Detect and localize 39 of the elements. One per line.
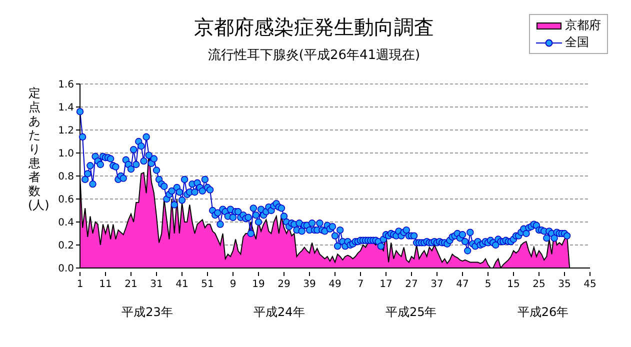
y-tick-label: 1.4 [58, 102, 74, 114]
text: 平成25年 [384, 304, 438, 321]
y-tick-label: 0.0 [58, 264, 74, 275]
x-tick-label: 41 [176, 279, 188, 290]
x-tick-label: 21 [124, 279, 138, 290]
x-tick-label: 31 [150, 279, 163, 290]
x-tick-label: 45 [584, 279, 596, 290]
text: 定点あたり患者数(人) [28, 86, 50, 212]
chart-title: 京都府感染症発生動向調査 [194, 15, 434, 39]
x-tick-label: 1 [76, 279, 84, 290]
text: 平成23年 [120, 304, 174, 321]
y-tick-label: 0.2 [58, 240, 74, 252]
y-tick-label: 0.8 [58, 172, 74, 183]
x-tick-label: 15 [507, 279, 520, 290]
x-tick-label: 47 [456, 279, 469, 290]
y-tick-label: 1.6 [58, 80, 74, 91]
x-tick-label: 7 [357, 279, 364, 290]
y-tick-label: 1.2 [58, 126, 74, 137]
text: 平成24年 [252, 304, 306, 321]
text: 平成26年 [516, 304, 570, 321]
x-tick-label: 51 [201, 279, 214, 290]
x-tick-label: 35 [558, 279, 571, 290]
x-tick-label: 39 [303, 279, 316, 290]
x-tick-label: 25 [532, 279, 546, 290]
x-tick-label: 29 [278, 279, 290, 290]
x-tick-label: 19 [252, 279, 265, 290]
x-tick-label: 27 [405, 279, 418, 290]
y-tick-label: 0.4 [58, 218, 74, 229]
y-tick-label: 1.0 [58, 148, 74, 160]
chart-subtitle: 流行性耳下腺炎(平成26年41週現在) [208, 48, 420, 63]
y-tick-label: 0.6 [58, 194, 74, 206]
legend-label: 京都府 [565, 17, 601, 34]
x-tick-label: 37 [430, 279, 444, 290]
x-tick-label: 49 [328, 279, 342, 290]
x-tick-label: 11 [99, 279, 112, 290]
legend-label: 全国 [565, 34, 589, 51]
x-tick-label: 5 [484, 279, 492, 290]
x-tick-label: 9 [230, 279, 236, 290]
x-tick-label: 17 [380, 279, 392, 290]
